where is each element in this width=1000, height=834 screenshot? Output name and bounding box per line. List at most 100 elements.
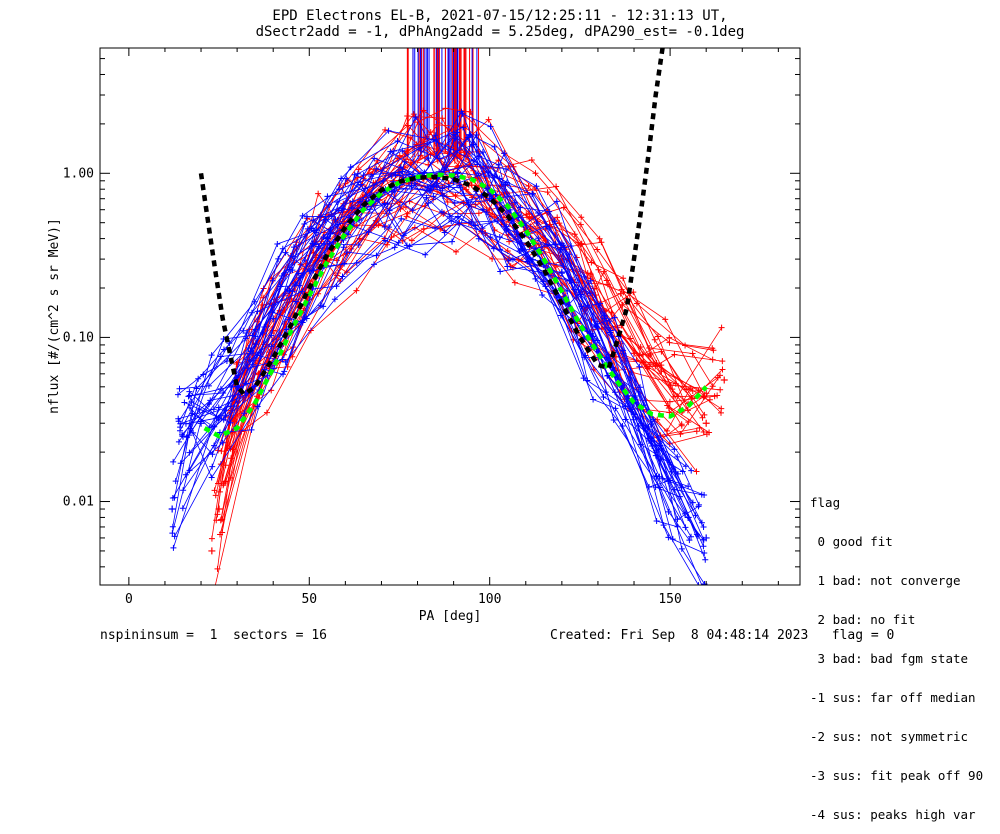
data-point: [587, 277, 594, 284]
data-point: [589, 333, 596, 340]
data-point: [617, 290, 624, 297]
series-line: [219, 174, 676, 535]
data-point: [420, 107, 427, 114]
data-point: [404, 113, 411, 120]
data-point: [590, 396, 597, 403]
data-point: [439, 192, 446, 199]
data-point: [333, 283, 340, 290]
series-line: [217, 124, 711, 484]
series-line: [219, 112, 713, 492]
flag-legend: flag 0 good fit 1 bad: not converge 2 ba…: [810, 470, 983, 834]
data-point: [341, 260, 348, 267]
data-point: [275, 255, 282, 262]
data-point: [702, 589, 708, 595]
data-point: [702, 534, 710, 542]
data-point: [339, 205, 346, 212]
data-point: [719, 366, 726, 373]
data-point: [366, 206, 373, 213]
data-point: [179, 432, 187, 440]
data-point: [486, 195, 494, 203]
data-point: [488, 213, 495, 220]
data-point: [660, 522, 667, 529]
data-point: [653, 447, 660, 454]
data-layer: [168, 48, 728, 595]
data-point: [301, 313, 308, 320]
data-point: [578, 240, 585, 247]
data-point: [473, 132, 480, 139]
data-point: [331, 296, 338, 303]
data-point: [692, 512, 699, 519]
data-point: [215, 505, 223, 513]
data-point: [600, 268, 607, 275]
data-point: [381, 200, 388, 207]
data-point: [491, 226, 498, 233]
data-point: [544, 189, 551, 196]
data-point: [242, 335, 249, 342]
data-point: [174, 391, 181, 398]
data-point: [651, 336, 658, 343]
data-point: [229, 446, 236, 453]
data-point: [264, 372, 271, 379]
data-point: [706, 396, 713, 403]
data-point: [542, 283, 549, 290]
chart-title-line1: EPD Electrons EL-B, 2021-07-15/12:25:11 …: [272, 8, 728, 24]
data-point: [222, 478, 229, 485]
data-point: [695, 582, 702, 585]
data-point: [234, 359, 241, 366]
data-point: [332, 216, 339, 223]
data-point: [458, 108, 465, 115]
data-point: [595, 266, 602, 273]
data-point: [501, 150, 508, 157]
data-point: [674, 453, 681, 460]
data-point: [682, 524, 689, 531]
data-point: [328, 213, 335, 220]
data-point: [693, 468, 700, 475]
data-point: [636, 363, 643, 370]
data-point: [268, 343, 275, 350]
data-point: [439, 115, 446, 122]
data-point: [243, 330, 250, 337]
data-point: [186, 449, 193, 456]
data-point: [709, 383, 716, 390]
legend-item: 1 bad: not converge: [810, 573, 961, 588]
data-point: [243, 380, 250, 387]
data-point: [283, 326, 290, 333]
data-point: [696, 424, 703, 431]
plot-frame: [99, 47, 801, 586]
data-point: [246, 357, 253, 364]
data-point: [671, 486, 678, 493]
data-point: [627, 335, 634, 342]
data-point: [391, 244, 398, 251]
data-point: [193, 385, 200, 392]
data-point: [209, 451, 216, 458]
data-point: [505, 257, 512, 264]
data-point: [349, 198, 356, 205]
data-point: [620, 275, 627, 282]
fit-curve: [198, 48, 665, 398]
data-point: [682, 463, 689, 470]
y-tick-label: 0.01: [63, 495, 94, 510]
data-point: [455, 219, 462, 226]
x-axis-label: PA [deg]: [419, 609, 482, 624]
data-point: [657, 484, 664, 491]
x-tick-label: 0: [125, 592, 133, 607]
data-point: [611, 314, 618, 321]
data-point: [490, 245, 497, 252]
data-point: [578, 214, 585, 221]
data-point: [603, 277, 610, 284]
data-point: [189, 410, 196, 417]
data-point: [528, 156, 535, 163]
data-point: [487, 234, 494, 241]
data-point: [432, 132, 439, 139]
data-point: [182, 420, 189, 427]
data-point: [720, 376, 728, 384]
data-point: [313, 229, 320, 236]
data-point: [653, 472, 660, 479]
data-point: [689, 499, 696, 506]
data-point: [666, 398, 673, 405]
data-point: [532, 170, 539, 177]
data-point: [717, 386, 724, 393]
series-line: [225, 110, 714, 418]
data-point: [295, 270, 302, 277]
data-point: [254, 403, 261, 410]
